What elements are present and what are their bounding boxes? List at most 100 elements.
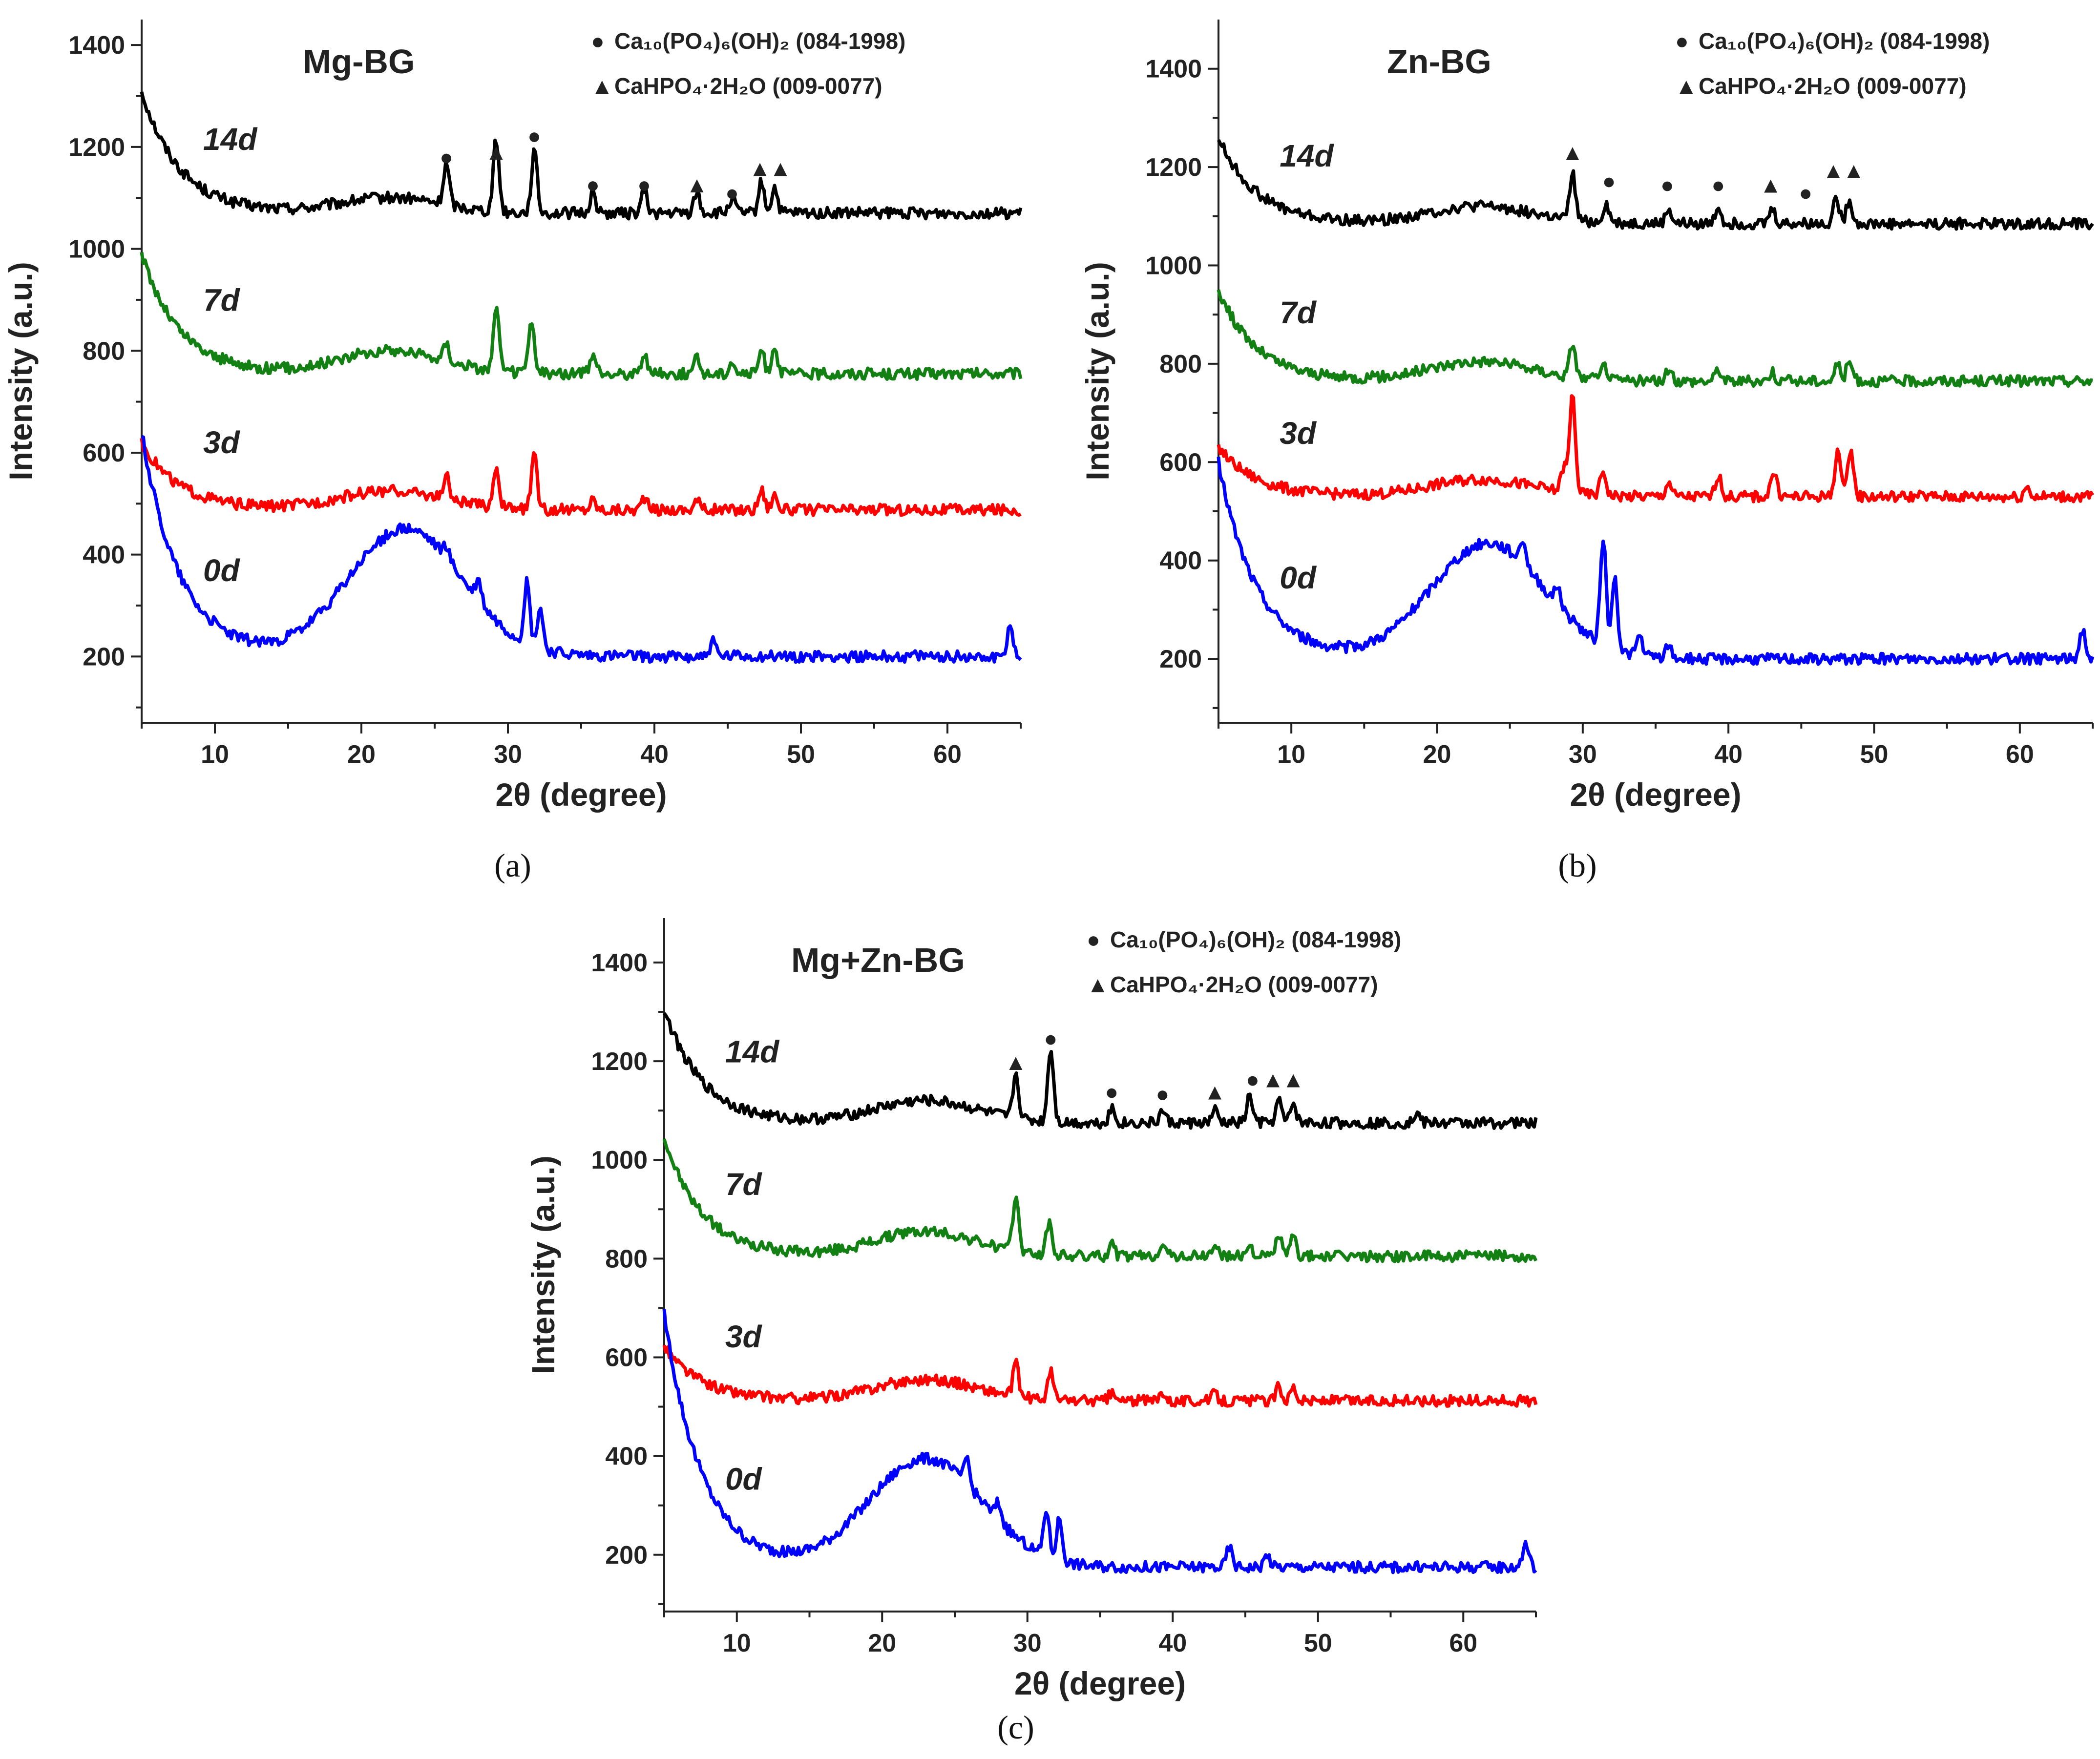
series-line-0d (1217, 457, 2095, 666)
x-tick-label: 20 (347, 740, 376, 769)
x-axis-title: 2θ (degree) (1014, 1665, 1186, 1701)
x-tick-label: 60 (1449, 1629, 1477, 1657)
legend-label: CaHPO₄·2H₂O (009-0077) (1110, 972, 1378, 997)
legend-marker: ▲ (591, 73, 613, 99)
y-tick-label: 1400 (591, 949, 648, 977)
x-tick-label: 30 (1013, 1629, 1042, 1657)
y-tick-label: 600 (83, 439, 125, 467)
peak-marker: ● (1711, 172, 1725, 197)
panel-c: 10 20 30 40 50 60 200 400 600 800 1000 1200 1400 2θ (… (525, 918, 1538, 1746)
x-tick-label: 50 (1304, 1629, 1332, 1657)
y-tick-label: 1000 (591, 1146, 648, 1174)
x-tick-label: 40 (1158, 1629, 1187, 1657)
peak-marker: ● (1044, 1026, 1057, 1051)
sample-title: Mg+Zn-BG (791, 941, 965, 979)
legend-marker: ● (591, 28, 605, 54)
x-axis-title: 2θ (degree) (495, 776, 667, 813)
series-line-14d (140, 91, 1023, 221)
y-tick-label: 200 (1159, 645, 1202, 673)
peak-marker: ● (527, 123, 541, 148)
series-line-7d (662, 1138, 1538, 1263)
panel-caption: (c) (997, 1709, 1034, 1746)
legend-marker: ▲ (1087, 972, 1109, 997)
series-line-14d (663, 1012, 1538, 1130)
peak-marker: ▲ (1760, 172, 1782, 197)
x-tick-label: 60 (2006, 740, 2034, 769)
peak-marker: ● (1156, 1081, 1170, 1107)
sample-title: Zn-BG (1387, 42, 1491, 81)
panel-caption: (b) (1558, 847, 1596, 884)
y-axis-title: Intensity (a.u.) (1079, 262, 1115, 480)
x-tick-label: 40 (640, 740, 669, 769)
panel-a: 10 20 30 40 50 60 200 400 600 800 1000 1200 1400 2θ (… (2, 20, 1023, 884)
panel-b: 10 20 30 40 50 60 200 400 600 800 1000 1200 1400 2θ (… (1079, 20, 2095, 884)
x-tick-label: 50 (1860, 740, 1889, 769)
peak-marker: ▲ (485, 139, 507, 165)
y-tick-label: 1400 (68, 31, 125, 60)
peak-marker: ▲ (1282, 1067, 1304, 1092)
peak-marker: ● (440, 145, 453, 170)
series-line-3d (662, 1344, 1538, 1408)
legend-label: Ca₁₀(PO₄)₆(OH)₂ (084-1998) (1110, 927, 1401, 952)
peak-marker: ▲ (1843, 158, 1865, 183)
panel-caption: (a) (494, 847, 531, 884)
y-tick-label: 600 (1159, 448, 1202, 477)
peak-marker: ▲ (1262, 1067, 1284, 1092)
peak-marker: ● (637, 172, 651, 197)
y-tick-label: 1000 (1145, 251, 1202, 280)
y-tick-label: 1200 (68, 133, 125, 162)
peak-marker: ● (725, 180, 739, 206)
legend-marker: ● (1087, 927, 1100, 952)
peak-marker: ▲ (1822, 158, 1845, 183)
peak-marker: ● (586, 172, 600, 197)
x-tick-label: 30 (494, 740, 522, 769)
series-line-0d (662, 1309, 1537, 1574)
peak-marker: ● (1660, 172, 1674, 197)
legend-marker: ▲ (1675, 73, 1698, 99)
series-label-7d: 7d (1280, 295, 1317, 330)
series-line-14d (1217, 139, 2094, 231)
y-tick-label: 400 (1159, 547, 1202, 575)
legend-label: Ca₁₀(PO₄)₆(OH)₂ (084-1998) (1699, 28, 1990, 54)
series-label-0d: 0d (203, 553, 241, 588)
y-tick-label: 1200 (591, 1047, 648, 1076)
legend-marker: ● (1675, 28, 1689, 54)
series-label-14d: 14d (1280, 138, 1334, 173)
x-tick-label: 60 (933, 740, 962, 769)
peak-marker: ● (1246, 1067, 1260, 1092)
series-line-7d (140, 252, 1023, 381)
peak-marker: ▲ (1561, 140, 1584, 165)
y-tick-label: 800 (605, 1245, 648, 1273)
x-tick-label: 20 (868, 1629, 896, 1657)
y-axis-title: Intensity (a.u.) (525, 1155, 561, 1374)
series-label-7d: 7d (203, 283, 241, 318)
y-tick-label: 200 (605, 1541, 648, 1570)
series-line-3d (140, 438, 1022, 517)
x-tick-label: 20 (1423, 740, 1451, 769)
series-label-0d: 0d (725, 1461, 763, 1496)
y-tick-label: 400 (83, 541, 125, 569)
x-tick-label: 40 (1714, 740, 1743, 769)
y-tick-label: 1000 (68, 235, 125, 264)
y-tick-label: 1400 (1145, 55, 1202, 84)
peak-marker: ● (1799, 180, 1812, 205)
series-line-0d (141, 435, 1022, 664)
peak-marker: ▲ (686, 172, 708, 197)
sample-title: Mg-BG (303, 42, 415, 81)
y-tick-label: 800 (1159, 350, 1202, 378)
y-tick-label: 400 (605, 1443, 648, 1471)
x-tick-label: 50 (787, 740, 815, 769)
series-label-3d: 3d (1280, 416, 1317, 451)
series-label-3d: 3d (203, 425, 241, 460)
series-label-3d: 3d (725, 1319, 763, 1354)
y-axis-title: Intensity (a.u.) (2, 262, 39, 480)
peak-marker: ▲ (769, 156, 792, 181)
series-label-0d: 0d (1280, 560, 1317, 595)
series-line-7d (1217, 289, 2093, 388)
peak-marker: ● (1602, 168, 1616, 193)
x-tick-label: 30 (1569, 740, 1597, 769)
peak-marker: ● (1105, 1079, 1118, 1105)
y-tick-label: 600 (605, 1344, 648, 1372)
series-label-14d: 14d (725, 1034, 780, 1069)
